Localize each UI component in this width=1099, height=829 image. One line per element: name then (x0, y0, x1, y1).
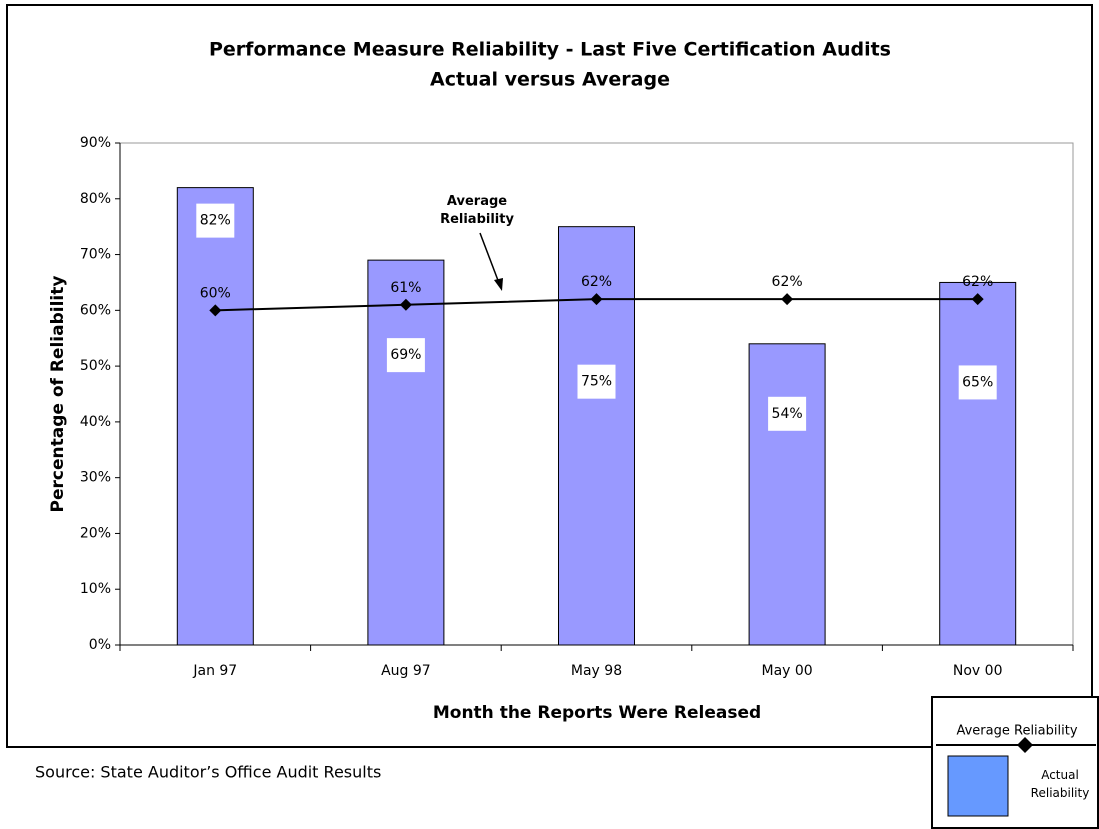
value-label-bg (958, 365, 997, 400)
y-tick-label: 40% (80, 414, 111, 430)
value-label: 60% (200, 285, 231, 301)
value-label: 82% (200, 213, 231, 229)
value-label-bg (768, 396, 807, 431)
value-label-bg (386, 338, 425, 373)
y-tick-label: 50% (80, 358, 111, 374)
legend-label: Actual Reliability (1030, 768, 1090, 800)
annotation-box: Average Reliability (440, 194, 514, 227)
annotation: Average Reliability (440, 194, 514, 227)
y-tick-label: 80% (80, 191, 111, 207)
value-label: 62% (772, 274, 803, 290)
chart-title: Performance Measure Reliability - Last F… (209, 39, 891, 61)
bar (176, 187, 254, 646)
source-note: Source: State Auditor’s Office Audit Res… (35, 763, 381, 782)
y-tick-label: 60% (80, 302, 111, 318)
bar (939, 281, 1017, 646)
value-label: 75% (581, 374, 612, 390)
x-tick-label: Jan 97 (192, 663, 237, 679)
legend-label-box: Actual Reliability (1030, 768, 1090, 800)
line-marker (971, 293, 984, 306)
bar (367, 259, 445, 646)
y-tick-label: 30% (80, 470, 111, 486)
line-marker (399, 298, 412, 311)
value-label-bg (196, 203, 235, 238)
x-tick-label: Nov 00 (953, 663, 1003, 679)
y-tick-label: 90% (80, 135, 111, 151)
line-marker (781, 293, 794, 306)
value-label: 65% (962, 374, 993, 390)
bar (748, 343, 826, 646)
annotation-arrow (479, 232, 500, 284)
value-label-bg (577, 364, 616, 399)
x-tick-label: Aug 97 (381, 663, 431, 679)
value-label: 62% (962, 274, 993, 290)
y-tick-label: 10% (80, 581, 111, 597)
value-label: 61% (390, 280, 421, 296)
legend-swatch (947, 755, 1009, 817)
x-axis-label: Month the Reports Were Released (433, 703, 761, 723)
x-tick-label: May 98 (571, 663, 622, 679)
line-marker (590, 293, 603, 306)
line-marker (209, 304, 222, 317)
value-label: 69% (390, 347, 421, 363)
legend-marker (1017, 737, 1033, 753)
y-tick-label: 20% (80, 525, 111, 541)
annotation-arrowhead (494, 278, 503, 291)
y-axis-label: Percentage of Reliability (48, 276, 68, 513)
value-label: 62% (581, 274, 612, 290)
value-label: 54% (772, 406, 803, 422)
chart-subtitle: Actual versus Average (430, 69, 670, 91)
x-tick-label: May 00 (761, 663, 812, 679)
legend-label: Average Reliability (956, 724, 1077, 739)
y-tick-label: 70% (80, 247, 111, 263)
y-tick-label: 0% (89, 637, 111, 653)
